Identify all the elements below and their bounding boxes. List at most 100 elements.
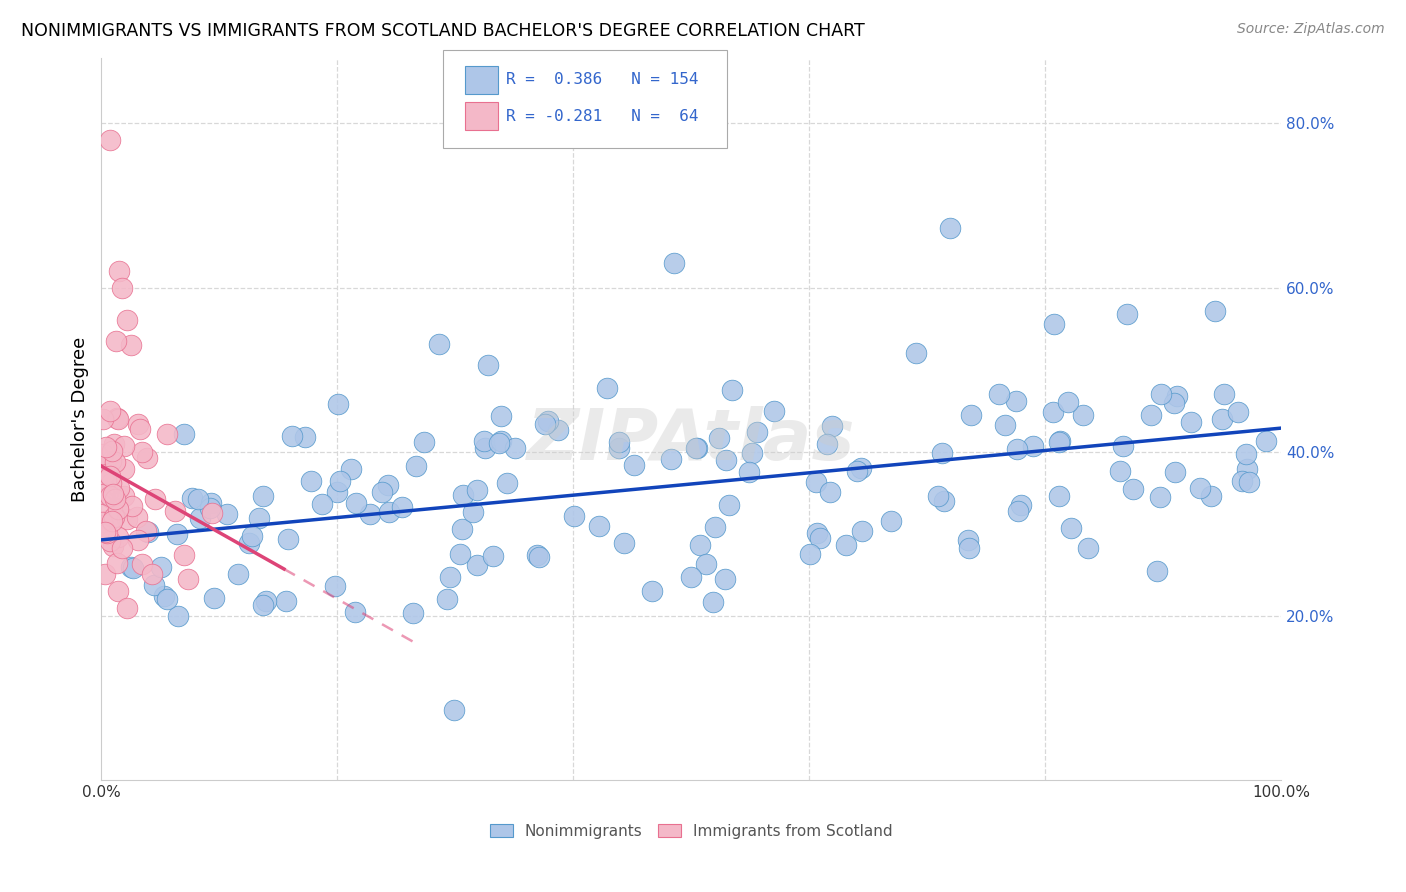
Point [1071, 408, 1094, 422]
Point [679, 570, 702, 584]
Point [274, 594, 297, 608]
Point [1150, 386, 1173, 401]
Point [1109, 463, 1132, 477]
Point [489, 409, 512, 424]
Point [91, 470, 114, 484]
Point [121, 500, 143, 514]
Point [359, 507, 381, 521]
Point [311, 497, 333, 511]
Point [1180, 416, 1202, 430]
Point [465, 558, 488, 572]
Bar [464, 103, 498, 130]
Point [254, 593, 277, 607]
Point [112, 439, 135, 453]
Point [1005, 442, 1028, 456]
Point [1166, 389, 1188, 403]
Point [377, 478, 399, 492]
Point [150, 559, 173, 574]
Point [449, 547, 471, 561]
Point [846, 464, 869, 478]
Point [112, 490, 135, 504]
Point [741, 446, 763, 460]
Point [1236, 462, 1258, 476]
Point [98, 513, 121, 527]
Point [547, 423, 569, 437]
Point [294, 430, 316, 444]
Point [328, 397, 350, 411]
Point [120, 338, 142, 352]
Point [391, 500, 413, 514]
Point [439, 569, 461, 583]
Point [1049, 435, 1071, 450]
Point [370, 484, 392, 499]
Point [927, 489, 949, 503]
Point [96, 526, 118, 541]
Point [112, 462, 135, 476]
Point [704, 520, 727, 534]
Point [143, 492, 166, 507]
Point [537, 414, 560, 428]
Point [1112, 439, 1135, 453]
Point [105, 334, 128, 348]
Point [107, 530, 129, 544]
Point [526, 549, 548, 563]
Point [173, 548, 195, 562]
Point [821, 418, 844, 433]
Point [378, 505, 401, 519]
Point [450, 522, 472, 536]
Point [111, 280, 134, 294]
Point [200, 501, 222, 516]
Point [201, 507, 224, 521]
Point [799, 547, 821, 561]
Point [187, 491, 209, 506]
Point [1149, 490, 1171, 504]
Point [489, 434, 512, 448]
Point [1146, 564, 1168, 578]
Point [436, 591, 458, 606]
Point [1237, 475, 1260, 489]
Point [101, 444, 124, 458]
Point [127, 510, 149, 524]
Point [806, 526, 828, 541]
Point [932, 493, 955, 508]
Point [716, 453, 738, 467]
Point [173, 427, 195, 442]
Point [405, 458, 427, 473]
Point [188, 510, 211, 524]
Point [1049, 434, 1071, 448]
Legend: Nonimmigrants, Immigrants from Scotland: Nonimmigrants, Immigrants from Scotland [484, 818, 898, 845]
Point [277, 532, 299, 546]
Point [252, 489, 274, 503]
Point [1042, 405, 1064, 419]
Point [488, 435, 510, 450]
Point [503, 441, 526, 455]
Point [101, 514, 124, 528]
Point [960, 408, 983, 422]
Point [718, 498, 741, 512]
Point [202, 591, 225, 606]
Point [709, 431, 731, 445]
Point [91, 412, 114, 426]
Point [880, 514, 903, 528]
Point [808, 531, 831, 545]
Point [834, 538, 856, 552]
Point [1164, 465, 1187, 479]
Point [1043, 317, 1066, 331]
Point [163, 504, 186, 518]
Point [100, 475, 122, 490]
Point [247, 511, 270, 525]
Point [496, 476, 519, 491]
Point [121, 561, 143, 575]
Point [100, 453, 122, 467]
Point [851, 524, 873, 538]
Point [1230, 474, 1253, 488]
Point [166, 527, 188, 541]
Point [91, 498, 114, 512]
Point [402, 606, 425, 620]
Point [1047, 489, 1070, 503]
Point [957, 541, 980, 556]
Point [994, 418, 1017, 433]
Point [156, 592, 179, 607]
Point [100, 534, 122, 549]
Point [938, 221, 960, 235]
